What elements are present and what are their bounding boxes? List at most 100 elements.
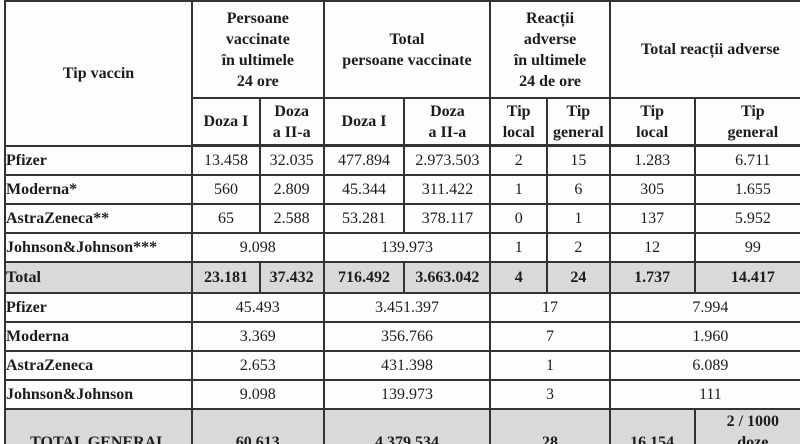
row-total: Total 23.181 37.432 716.492 3.663.042 4 … xyxy=(3,261,800,294)
row-label: Total xyxy=(3,261,194,294)
cell-value: 431.398 xyxy=(322,350,492,381)
header-line: Reacții xyxy=(526,9,575,27)
header-line: 24 de ore xyxy=(519,72,581,90)
header-line: Doza I xyxy=(341,113,387,130)
cell-line: doze xyxy=(737,433,769,444)
cell-value: 53.281 xyxy=(322,203,406,234)
cell-value: 37.432 xyxy=(258,261,325,294)
cell-value: 4 xyxy=(489,261,548,294)
subheader-doza1-24h: Doza I xyxy=(191,97,261,147)
cell-value: 15 xyxy=(546,144,611,176)
cell-value: 1.737 xyxy=(608,261,696,294)
cell-value: 60.613 xyxy=(191,408,325,444)
row-section1-pfizer: Pfizer 13.458 32.035 477.894 2.973.503 2… xyxy=(3,144,800,176)
header-line: a II-a xyxy=(272,123,311,141)
header-line: adverse xyxy=(523,30,577,48)
header-line: Doza I xyxy=(203,113,249,130)
row-section2-astrazeneca: AstraZeneca 2.653 431.398 1 6.089 xyxy=(3,350,800,381)
cell-value: 305 xyxy=(608,174,696,205)
cell-value: 3.451.397 xyxy=(322,292,492,323)
cell-value: 99 xyxy=(693,232,800,263)
subheader-doza2-24h: Doza a II-a xyxy=(258,97,325,147)
cell-value: 139.973 xyxy=(322,379,492,410)
header-line: local xyxy=(636,123,669,141)
row-label: AstraZeneca** xyxy=(3,203,194,234)
header-line: general xyxy=(553,123,604,141)
cell-value: 7.994 xyxy=(608,292,800,323)
cell-value: 45.493 xyxy=(191,292,325,323)
row-label: Pfizer xyxy=(3,292,194,323)
cell-value: 1.960 xyxy=(608,321,800,352)
cell-value: 1 xyxy=(546,203,611,234)
header-tip-vaccin: Tip vaccin xyxy=(3,0,194,147)
cell-value: 5.952 xyxy=(693,203,800,234)
cell-value: 560 xyxy=(191,174,261,205)
cell-value: 23.181 xyxy=(191,261,261,294)
cell-value: 2.973.503 xyxy=(403,144,492,176)
cell-value: 1 xyxy=(489,174,548,205)
row-label: Moderna xyxy=(3,321,194,352)
header-line: Tip xyxy=(640,102,665,120)
subheader-tip-local-total: Tip local xyxy=(608,97,696,147)
header-line: 24 ore xyxy=(236,72,279,90)
cell-value: 2 xyxy=(546,232,611,263)
cell-value: 9.098 xyxy=(191,379,325,410)
header-group-row: Tip vaccin Persoane vaccinate în ultimel… xyxy=(3,0,800,147)
cell-value: 2.809 xyxy=(258,174,325,205)
cell-value: 2.653 xyxy=(191,350,325,381)
cell-value: 24 xyxy=(546,261,611,294)
row-label: AstraZeneca xyxy=(3,350,194,381)
cell-value: 1.283 xyxy=(608,144,696,176)
header-line: Tip xyxy=(506,102,531,120)
row-section1-moderna: Moderna* 560 2.809 45.344 311.422 1 6 30… xyxy=(3,174,800,205)
header-group-reactii-24h: Reacții adverse în ultimele 24 de ore xyxy=(489,0,611,99)
cell-value: 1 xyxy=(489,350,611,381)
header-line: în ultimele xyxy=(221,51,295,69)
header-tip-vaccin-label: Tip vaccin xyxy=(62,64,135,82)
cell-value: 137 xyxy=(608,203,696,234)
cell-value: 477.894 xyxy=(322,144,406,176)
cell-value: 6.089 xyxy=(608,350,800,381)
row-section1-johnson: Johnson&Johnson*** 9.098 139.973 1 2 12 … xyxy=(3,232,800,263)
header-line: Doza xyxy=(430,102,465,120)
subheader-doza2-total: Doza a II-a xyxy=(403,97,492,147)
header-line: în ultimele xyxy=(513,51,587,69)
row-label: TOTAL GENERAL xyxy=(3,408,194,444)
cell-value: 45.344 xyxy=(322,174,406,205)
cell-value: 2.588 xyxy=(258,203,325,234)
row-section2-pfizer: Pfizer 45.493 3.451.397 17 7.994 xyxy=(3,292,800,323)
cell-value: 32.035 xyxy=(258,144,325,176)
header-line: local xyxy=(502,123,535,141)
cell-value: 16.154 xyxy=(608,408,696,444)
cell-value: 12 xyxy=(608,232,696,263)
header-line: Total reacții adverse xyxy=(641,41,780,58)
cell-value: 139.973 xyxy=(322,232,492,263)
cell-value: 2 xyxy=(489,144,548,176)
cell-value: 4.379.534 xyxy=(322,408,492,444)
header-group-total-persoane: Total persoane vaccinate xyxy=(322,0,492,99)
cell-value: 7 xyxy=(489,321,611,352)
row-section2-moderna: Moderna 3.369 356.766 7 1.960 xyxy=(3,321,800,352)
subheader-tip-general-total: Tip general xyxy=(693,97,800,147)
header-line: general xyxy=(727,123,779,141)
subheader-tip-general-24h: Tip general xyxy=(546,97,611,147)
cell-value: 28 xyxy=(489,408,611,444)
cell-value: 3.369 xyxy=(191,321,325,352)
cell-value: 6.711 xyxy=(693,144,800,176)
cell-value: 14.417 xyxy=(693,261,800,294)
header-line: Total xyxy=(389,30,425,48)
header-line: persoane vaccinate xyxy=(342,51,472,69)
cell-value: 0 xyxy=(489,203,548,234)
row-section1-astrazeneca: AstraZeneca** 65 2.588 53.281 378.117 0 … xyxy=(3,203,800,234)
header-line: Tip xyxy=(740,102,765,120)
header-line: Doza xyxy=(274,102,309,120)
cell-value: 6 xyxy=(546,174,611,205)
header-group-total-reactii: Total reacții adverse xyxy=(608,0,800,99)
cell-value: 9.098 xyxy=(191,232,325,263)
row-total-general: TOTAL GENERAL 60.613 4.379.534 28 16.154… xyxy=(3,408,800,444)
header-group-persoane-24h: Persoane vaccinate în ultimele 24 ore xyxy=(191,0,325,99)
header-line: vaccinate xyxy=(225,30,290,48)
cell-value: 3 xyxy=(489,379,611,410)
row-label: Pfizer xyxy=(3,144,194,176)
